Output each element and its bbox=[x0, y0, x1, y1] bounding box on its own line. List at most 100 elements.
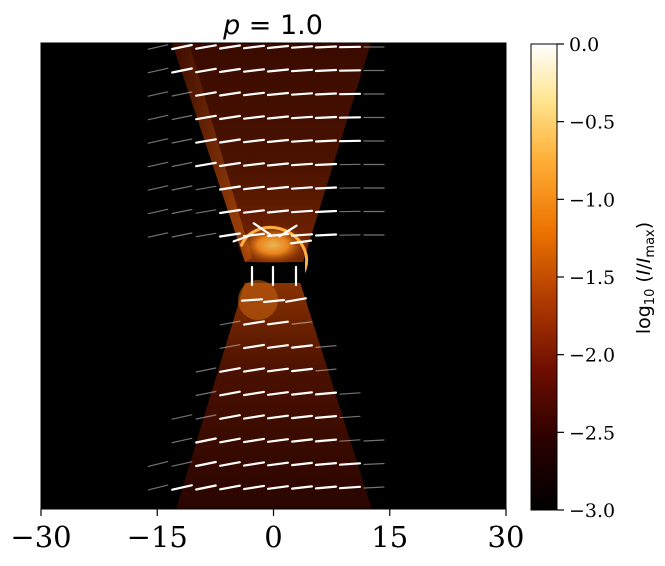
polarization-vector bbox=[266, 68, 290, 73]
x-tick-label: 15 bbox=[371, 520, 408, 554]
polarization-vector bbox=[219, 414, 241, 420]
polarization-vector bbox=[339, 439, 361, 442]
polarization-vector bbox=[171, 138, 193, 144]
upper-cone bbox=[172, 43, 371, 262]
polarization-vector bbox=[147, 232, 169, 238]
polarization-vector bbox=[314, 209, 338, 214]
polarization-vector bbox=[363, 439, 385, 442]
polarization-vector bbox=[266, 185, 290, 191]
polarization-vector bbox=[171, 43, 193, 51]
polarization-vector bbox=[266, 91, 290, 97]
polarization-vector bbox=[195, 367, 217, 373]
x-tick-label: 30 bbox=[488, 520, 525, 554]
polarization-vector bbox=[219, 114, 241, 121]
polarization-vector bbox=[291, 344, 313, 349]
colorbar-tick-label: −2.5 bbox=[569, 422, 615, 444]
lower-cone bbox=[176, 282, 372, 509]
polarization-vector bbox=[232, 233, 254, 243]
plot-area bbox=[40, 42, 507, 510]
polarization-vector bbox=[314, 45, 338, 49]
polarization-vector bbox=[363, 462, 385, 466]
polarization-vector bbox=[243, 461, 265, 467]
polarization-vector bbox=[243, 185, 265, 191]
polarization-vector bbox=[267, 367, 289, 373]
polarization-vector bbox=[171, 185, 193, 191]
polarization-vector bbox=[243, 115, 265, 120]
polarization-vector bbox=[171, 484, 193, 491]
polarization-vector bbox=[315, 345, 337, 348]
polarization-vector bbox=[314, 462, 338, 466]
polarization-vector bbox=[314, 186, 338, 190]
polarization-vector bbox=[243, 390, 265, 397]
svg-text:p = 1.0: p = 1.0 bbox=[222, 10, 323, 41]
polarization-vector bbox=[171, 437, 193, 444]
colorbar-tick-label: −3.0 bbox=[569, 500, 615, 522]
polarization-vector bbox=[219, 161, 241, 168]
polarization-vector bbox=[195, 390, 217, 397]
polarization-vector bbox=[195, 209, 217, 214]
polarization-vector bbox=[171, 414, 193, 420]
polarization-vector bbox=[314, 415, 338, 419]
polarization-vector bbox=[219, 91, 241, 97]
polarization-vector bbox=[195, 67, 217, 74]
polarization-vector bbox=[171, 67, 193, 74]
polarization-vector bbox=[267, 320, 289, 326]
polarization-vector bbox=[243, 367, 265, 373]
polarization-vector bbox=[171, 91, 193, 97]
polarization-vector bbox=[266, 115, 290, 120]
x-axis: −30 −15 0 15 30 bbox=[10, 509, 524, 554]
polarization-vector bbox=[290, 92, 314, 96]
polarization-vector bbox=[195, 232, 217, 238]
polarization-vector bbox=[290, 239, 312, 245]
polarization-vector bbox=[314, 115, 338, 120]
polarization-vector bbox=[195, 91, 217, 97]
polarization-vector bbox=[147, 208, 169, 215]
polarization-vector bbox=[267, 391, 289, 396]
polarization-vectors bbox=[147, 43, 385, 491]
polarization-vector bbox=[291, 414, 313, 420]
polarization-vector bbox=[195, 484, 217, 491]
polarization-vector bbox=[291, 321, 313, 325]
colorbar-gradient bbox=[531, 44, 557, 510]
colorbar-tick-label: −1.5 bbox=[569, 267, 615, 289]
polarization-vector bbox=[195, 44, 217, 50]
polarization-vector bbox=[363, 486, 385, 489]
polarization-vector bbox=[278, 224, 298, 238]
polarization-vector bbox=[219, 390, 241, 397]
polarization-vector bbox=[243, 320, 265, 326]
x-tick-label: 0 bbox=[264, 520, 282, 554]
polarization-vector bbox=[219, 138, 241, 144]
upper-cone-left-edge bbox=[172, 43, 252, 262]
polarization-vector bbox=[314, 233, 338, 237]
polarization-vector bbox=[243, 44, 265, 50]
colorbar-ticks: 0.0 −0.5 −1.0 −1.5 −2.0 −2.5 −3.0 bbox=[557, 34, 615, 522]
polarization-vector bbox=[339, 415, 361, 419]
polarization-vector bbox=[195, 437, 217, 444]
colorbar-label: log10 (I/Imax) bbox=[633, 222, 658, 334]
polarization-vector bbox=[266, 138, 290, 144]
polarization-vector bbox=[171, 208, 193, 215]
polarization-vector bbox=[147, 461, 169, 467]
polarization-vector bbox=[266, 162, 290, 167]
polarization-vector bbox=[219, 44, 241, 50]
polarization-vector bbox=[219, 232, 241, 238]
polarization-vector bbox=[219, 437, 241, 444]
polarization-vector bbox=[147, 484, 169, 491]
x-tick-label: −30 bbox=[10, 520, 71, 554]
polarization-vector bbox=[243, 343, 265, 350]
polarization-vector bbox=[219, 344, 241, 349]
polarization-vector bbox=[339, 392, 361, 395]
polarization-vector bbox=[291, 461, 313, 467]
polarization-vector bbox=[147, 44, 169, 50]
polarization-vector bbox=[195, 414, 217, 420]
polarization-vector bbox=[219, 67, 241, 74]
polarization-vector bbox=[314, 139, 338, 143]
polarization-vector bbox=[290, 68, 314, 73]
x-tick-label: −15 bbox=[127, 520, 188, 554]
polarization-vector bbox=[266, 209, 290, 214]
polarization-vector bbox=[266, 44, 290, 50]
polarization-vector bbox=[243, 414, 265, 420]
polarization-vector bbox=[147, 138, 169, 144]
polarization-vector bbox=[314, 438, 338, 443]
colorbar-tick-label: −1.0 bbox=[569, 189, 615, 211]
